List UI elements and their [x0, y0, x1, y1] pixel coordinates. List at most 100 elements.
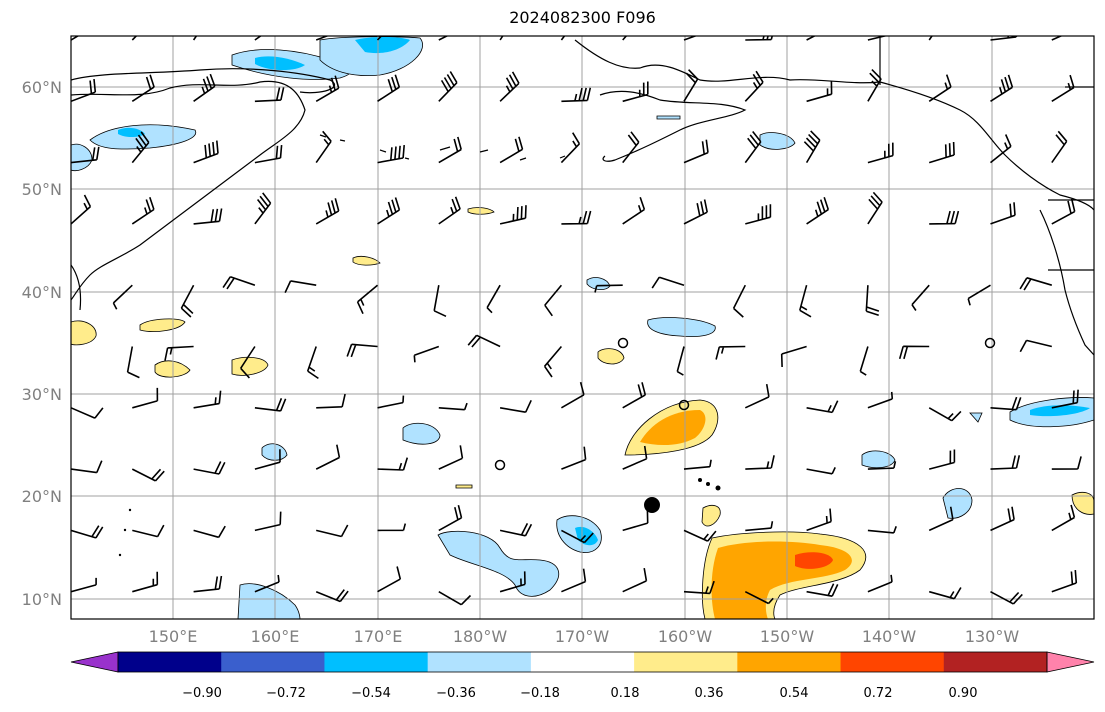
wind-barb: [622, 382, 647, 409]
colorbar-tick-label: 0.18: [611, 686, 640, 701]
wind-barb: [622, 81, 649, 103]
wind-barb: [377, 395, 405, 409]
wind-barb: [806, 583, 839, 597]
wind-barb: [560, 381, 585, 409]
wind-barb: [928, 36, 933, 41]
wind-barb: [486, 284, 501, 314]
colorbar-frame: [117, 651, 1048, 673]
wind-barb: [867, 526, 897, 534]
wind-barb: [193, 525, 226, 539]
wind-barb: [193, 208, 223, 225]
wind-barb: [438, 505, 463, 532]
wind-barb: [543, 345, 563, 378]
wind-barb: [1051, 198, 1076, 225]
colorbar-tick-label: −0.90: [182, 686, 222, 701]
wind-barb: [799, 284, 812, 318]
longitude-labels: 150°E 160°E 170°E 180°W 170°W 160°W 150°…: [149, 627, 1020, 646]
wind-barb: [254, 449, 281, 470]
wind-barb: [745, 204, 772, 225]
wind-barb: [594, 284, 623, 293]
wind-barb: [990, 36, 1018, 41]
colorbar-tick-labels: −0.90 −0.72 −0.54 −0.36 −0.18 0.18 0.36 …: [182, 686, 977, 701]
wind-barb: [438, 445, 464, 470]
wind-barb: [413, 345, 440, 363]
colorbar-extend-min: [70, 651, 119, 673]
wind-barb: [683, 459, 712, 470]
wind-barb: [676, 346, 685, 376]
wind-barb: [622, 445, 648, 470]
wind-barb: [193, 73, 216, 102]
wind-barb: [164, 345, 194, 361]
wind-barb: [71, 194, 92, 225]
wind-barb: [1051, 570, 1078, 593]
colorbar-tick-label: −0.36: [436, 686, 476, 701]
wind-barb: [315, 589, 349, 603]
wind-barb: [193, 390, 222, 409]
wind-barb: [467, 334, 501, 348]
wind-barb: [806, 197, 830, 225]
wind-barb: [71, 146, 100, 164]
wind-barb: [346, 343, 378, 358]
wind-barb: [1051, 456, 1082, 470]
wind-barb: [1051, 389, 1079, 409]
wind-barb: [560, 36, 566, 41]
wind-barb: [71, 345, 72, 347]
wind-barb: [438, 71, 458, 102]
lon-label: 160°W: [658, 627, 713, 646]
wind-barb: [865, 285, 880, 317]
wind-barb: [254, 398, 287, 412]
wind-barb: [990, 202, 1016, 225]
wind-barb: [222, 276, 256, 290]
wind-barb: [744, 590, 774, 605]
lat-label: 30°N: [22, 385, 62, 404]
colorbar-tick-label: 0.54: [780, 686, 809, 701]
wind-barb: [622, 131, 640, 164]
wind-barb: [254, 574, 280, 593]
wind-barb: [377, 145, 405, 164]
wind-barb: [284, 280, 317, 294]
colorbar-extend-max: [1046, 651, 1095, 673]
wind-barb: [499, 36, 504, 41]
wind-barb: [499, 71, 520, 102]
wind-barb: [683, 580, 715, 595]
wind-barb: [683, 199, 708, 225]
lat-label: 50°N: [22, 180, 62, 199]
colorbar-bin: [737, 652, 842, 672]
latitude-labels: 60°N 50°N 40°N 30°N 20°N 10°N: [22, 78, 62, 609]
wind-barb: [316, 524, 349, 538]
wind-barb: [967, 284, 991, 306]
wind-barb: [911, 284, 930, 311]
wind-barb: [254, 87, 285, 103]
wind-barb: [438, 136, 462, 164]
wind-barb: [867, 574, 893, 593]
wind-barb: [715, 345, 746, 360]
wind-barb: [131, 74, 155, 102]
wind-barb: [806, 467, 836, 475]
wind-barb: [254, 145, 283, 164]
wind-barb: [180, 284, 195, 318]
wind-barb: [744, 383, 770, 409]
islands: [118, 478, 721, 557]
wind-barb: [1051, 74, 1075, 102]
wind-barb: [561, 529, 594, 544]
wind-barb: [315, 130, 332, 164]
lat-label: 10°N: [22, 590, 62, 609]
wind-barb: [990, 396, 1022, 411]
wind-barb: [806, 400, 839, 414]
wind-barb: [867, 142, 894, 164]
wind-barb: [859, 346, 869, 376]
wind-barb: [990, 455, 1021, 470]
wind-barb: [803, 130, 821, 164]
wind-barb: [651, 276, 685, 289]
wind-barb: [499, 205, 527, 225]
wind-barb: [377, 523, 407, 532]
wind-barb: [71, 79, 97, 103]
lat-label: 60°N: [22, 78, 62, 97]
colorbar: [70, 651, 1095, 673]
wind-barb: [990, 590, 1023, 605]
wind-barb: [499, 571, 526, 593]
colorbar-bin: [634, 652, 738, 672]
wind-barb: [254, 36, 262, 41]
wind-barb: [867, 69, 882, 102]
wind-barb: [192, 36, 198, 41]
